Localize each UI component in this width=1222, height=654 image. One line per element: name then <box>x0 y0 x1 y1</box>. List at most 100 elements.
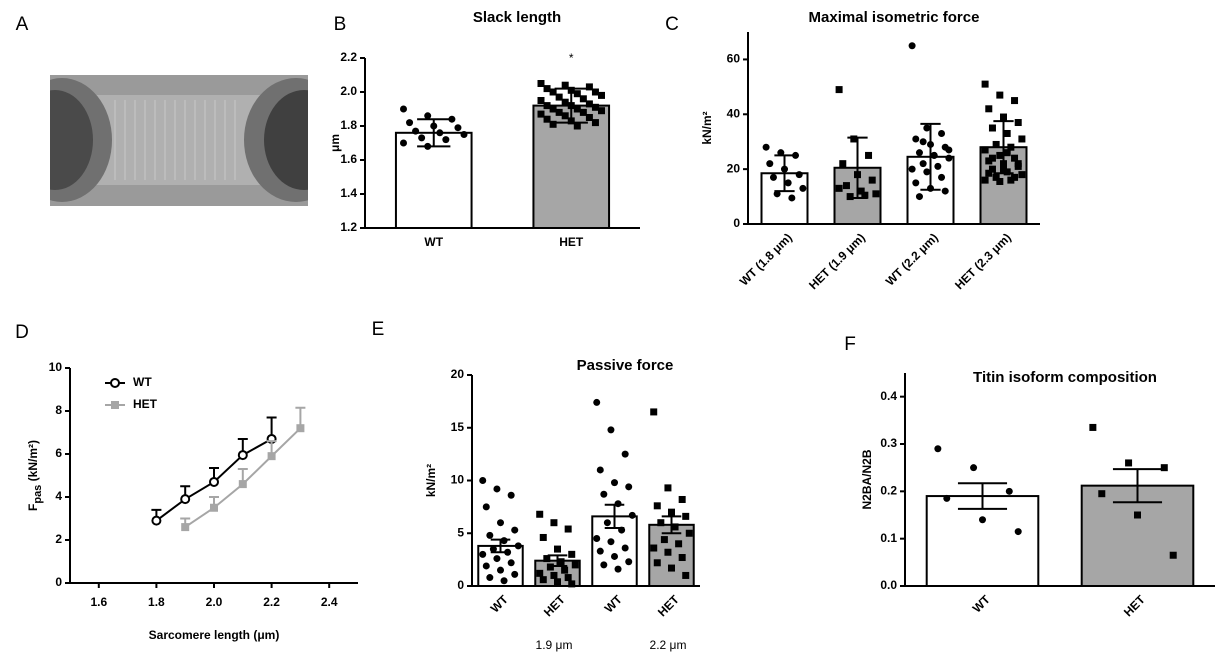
point <box>1018 135 1026 143</box>
point <box>1005 487 1013 495</box>
point <box>912 179 920 187</box>
error-bar <box>1112 468 1163 504</box>
point <box>591 88 599 96</box>
y-label-unit: (kN/m²) <box>26 440 40 485</box>
point <box>151 515 162 526</box>
point <box>539 533 547 541</box>
point <box>180 494 191 505</box>
point <box>1014 119 1022 127</box>
point <box>607 538 615 546</box>
point <box>996 91 1004 99</box>
group-label: 1.9 μm <box>536 638 573 652</box>
point <box>671 523 679 531</box>
point <box>1014 160 1022 168</box>
point <box>479 550 487 558</box>
y-tick-label: 2.2 <box>340 50 357 64</box>
point <box>784 179 792 187</box>
point <box>1007 143 1015 151</box>
point <box>912 135 920 143</box>
error-bar <box>554 87 588 124</box>
x-tick-label: 2.2 <box>263 595 280 609</box>
point <box>868 176 876 184</box>
point <box>1169 551 1177 559</box>
legend-marker <box>111 401 119 409</box>
point <box>945 146 953 154</box>
point <box>970 464 978 472</box>
point <box>557 558 565 566</box>
chart-title: Titin isoform composition <box>973 369 1157 386</box>
point <box>511 570 519 578</box>
y-tick-label: 60 <box>727 52 741 66</box>
y-tick-label: 8 <box>55 403 62 417</box>
y-axis-label: kN/m² <box>424 464 438 497</box>
point <box>579 108 587 116</box>
y-tick-label: 2.0 <box>340 84 357 98</box>
x-tick-label: HET <box>1121 592 1148 619</box>
error-bar <box>774 154 795 193</box>
point <box>766 160 774 168</box>
point <box>664 484 672 492</box>
point <box>448 115 456 123</box>
y-tick-label: 6 <box>55 446 62 460</box>
point <box>561 98 569 106</box>
point <box>579 95 587 103</box>
point <box>573 122 581 130</box>
point <box>479 477 487 484</box>
y-axis-label: μm <box>328 134 342 152</box>
point <box>549 105 557 113</box>
point <box>511 526 519 534</box>
x-tick-label: HET <box>559 235 584 249</box>
point <box>1098 490 1106 498</box>
point <box>628 511 636 519</box>
point <box>486 531 494 539</box>
point <box>1003 129 1011 137</box>
point <box>650 544 658 552</box>
point <box>400 139 407 147</box>
point <box>607 426 615 434</box>
point <box>571 561 579 569</box>
point <box>1125 459 1133 467</box>
point <box>596 466 604 474</box>
x-tick-label: 1.6 <box>90 595 107 609</box>
point <box>546 563 554 571</box>
point <box>621 450 629 458</box>
point <box>842 182 850 190</box>
point <box>675 540 683 548</box>
point <box>861 191 869 199</box>
point <box>988 154 996 162</box>
point <box>923 168 931 176</box>
point <box>908 42 916 50</box>
point <box>1003 149 1011 157</box>
point <box>543 115 551 123</box>
point <box>835 184 843 192</box>
x-tick-label: WT <box>488 592 512 616</box>
bar <box>925 495 1040 588</box>
point <box>482 503 490 511</box>
error-bar <box>957 482 1008 510</box>
point <box>685 529 693 537</box>
y-tick-label: 1.4 <box>340 186 357 200</box>
point <box>985 105 993 113</box>
y-tick-label: 20 <box>727 161 741 175</box>
point <box>1003 168 1011 176</box>
y-tick-label: 0.2 <box>880 484 897 498</box>
point <box>625 483 633 491</box>
point <box>603 519 611 527</box>
point <box>418 134 426 142</box>
point <box>668 508 675 516</box>
point <box>555 108 563 116</box>
error-bar <box>490 538 511 554</box>
point <box>436 129 444 137</box>
point <box>930 151 938 159</box>
point <box>573 90 581 98</box>
point <box>500 537 508 545</box>
point <box>846 193 854 201</box>
point <box>555 93 563 101</box>
point <box>568 580 576 588</box>
point <box>992 140 1000 148</box>
x-tick-label: HET (2.3 μm) <box>952 230 1014 292</box>
point <box>593 398 601 406</box>
point <box>919 138 927 146</box>
point <box>614 565 622 573</box>
x-tick-label: HET (1.9 μm) <box>806 230 868 292</box>
